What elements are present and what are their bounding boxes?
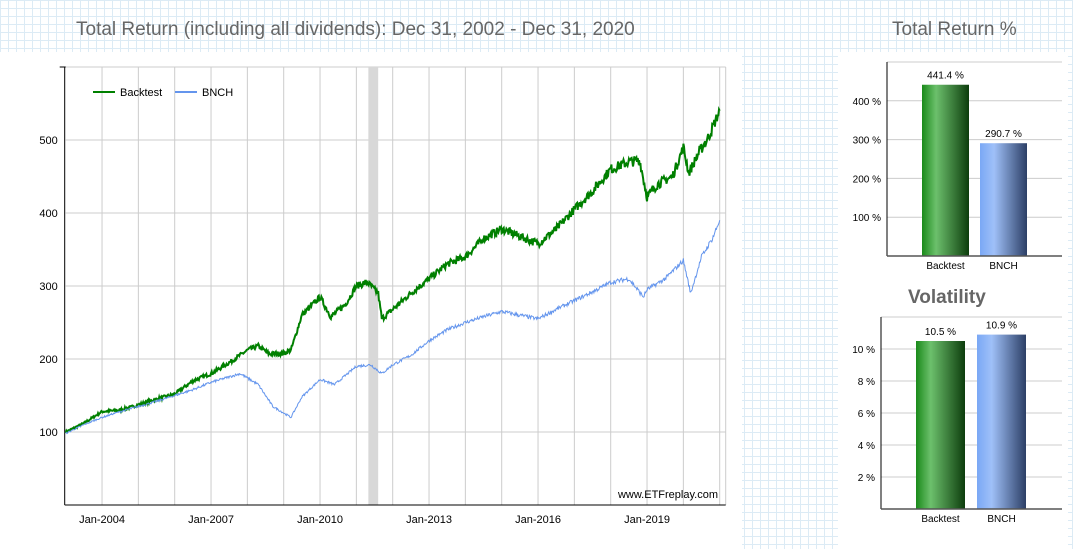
y-tick-label: 10 % — [852, 345, 875, 356]
y-tick-label: 2 % — [858, 473, 875, 484]
x-tick-label: Jan-2013 — [406, 514, 452, 526]
y-tick-label: 8 % — [858, 377, 875, 388]
y-tick-label: 300 % — [853, 136, 881, 147]
x-tick-label: Jan-2010 — [297, 514, 343, 526]
x-tick-label: Jan-2016 — [515, 514, 561, 526]
y-tick-label: 400 % — [853, 97, 881, 108]
category-label: Backtest — [926, 261, 965, 272]
y-tick-label: 200 — [39, 354, 57, 366]
watermark: www.ETFreplay.com — [617, 489, 718, 501]
series-line-backtest — [64, 105, 721, 434]
bar-bnch — [977, 334, 1026, 509]
bar-value-label: 10.5 % — [925, 327, 956, 338]
y-tick-label: 100 — [39, 427, 57, 439]
y-tick-label: 400 — [39, 208, 57, 220]
y-tick-label: 4 % — [858, 441, 875, 452]
bar-backtest — [922, 84, 969, 256]
x-tick-label: Jan-2019 — [624, 514, 670, 526]
series-line-bnch — [65, 220, 721, 435]
y-tick-label: 100 % — [853, 213, 881, 224]
y-tick-label: 500 — [39, 135, 57, 147]
category-label: BNCH — [987, 514, 1015, 525]
bar-backtest — [916, 341, 965, 509]
bar-value-label: 10.9 % — [986, 321, 1017, 332]
y-tick-label: 6 % — [858, 409, 875, 420]
main-chart-title: Total Return (including all dividends): … — [76, 19, 635, 40]
bar-bnch — [980, 143, 1027, 256]
y-tick-label: 300 — [39, 281, 57, 293]
x-tick-label: Jan-2004 — [79, 514, 125, 526]
category-label: Backtest — [921, 514, 960, 525]
total-return-title: Total Return % — [892, 19, 1017, 40]
category-label: BNCH — [989, 261, 1017, 272]
bar-value-label: 441.4 % — [927, 71, 964, 82]
y-tick-label: 200 % — [853, 174, 881, 185]
legend-label: BNCH — [202, 87, 233, 99]
bar-value-label: 290.7 % — [985, 129, 1022, 140]
x-tick-label: Jan-2007 — [188, 514, 234, 526]
legend-label: Backtest — [120, 87, 162, 99]
volatility-title: Volatility — [908, 287, 986, 308]
